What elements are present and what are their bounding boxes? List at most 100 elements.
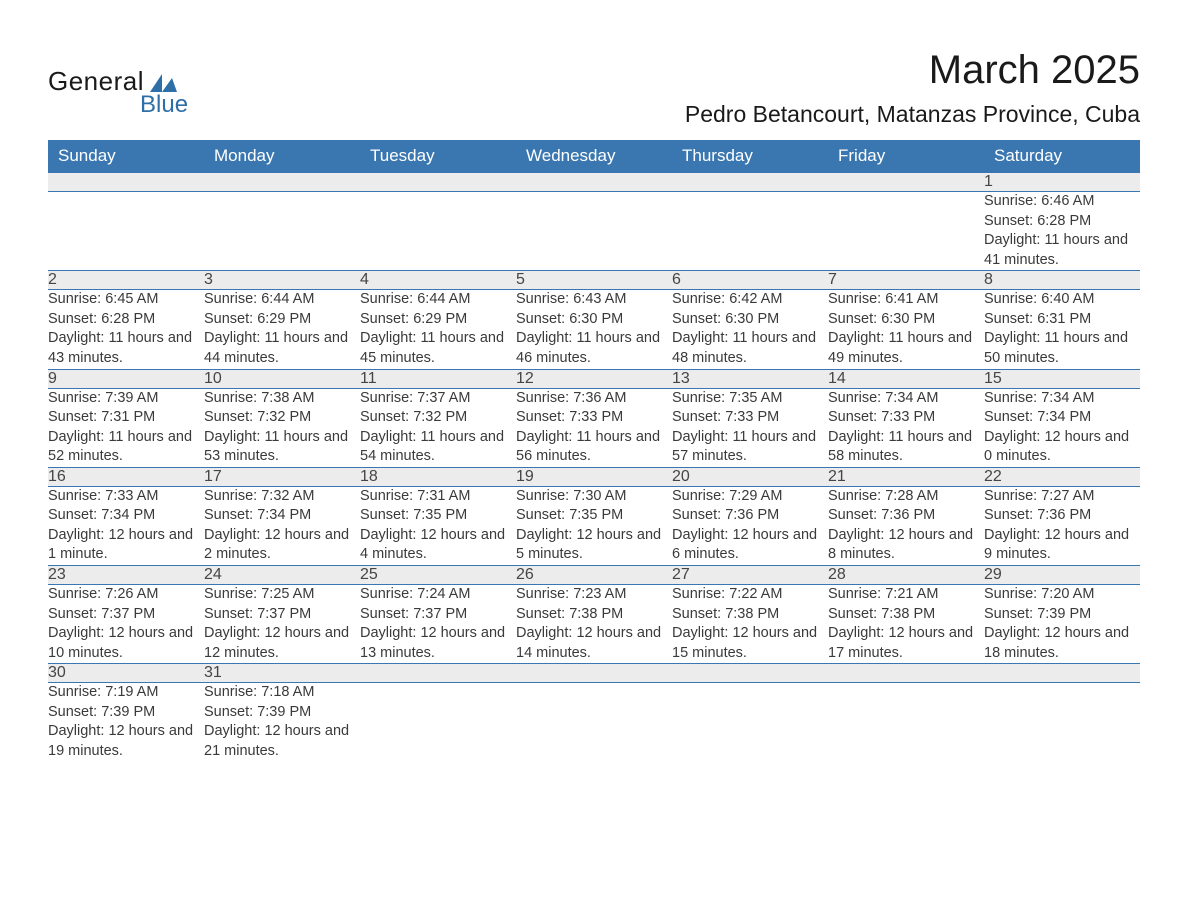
sunrise-line: Sunrise: 7:21 AM bbox=[828, 585, 984, 605]
sunrise-line: Sunrise: 7:33 AM bbox=[48, 487, 204, 507]
sunset-line: Sunset: 6:28 PM bbox=[984, 212, 1140, 232]
weekday-header: Tuesday bbox=[360, 140, 516, 173]
sunrise-line: Sunrise: 6:44 AM bbox=[360, 290, 516, 310]
sunrise-line: Sunrise: 7:26 AM bbox=[48, 585, 204, 605]
day-detail-cell: Sunrise: 7:20 AMSunset: 7:39 PMDaylight:… bbox=[984, 585, 1140, 664]
day-number-cell: 2 bbox=[48, 271, 204, 290]
logo-triangle-icon bbox=[150, 74, 162, 92]
day-number-cell bbox=[204, 173, 360, 192]
sunset-line: Sunset: 6:30 PM bbox=[672, 310, 828, 330]
sunset-line: Sunset: 7:38 PM bbox=[828, 605, 984, 625]
day-number-cell: 26 bbox=[516, 566, 672, 585]
sunset-line: Sunset: 7:31 PM bbox=[48, 408, 204, 428]
day-number-cell: 3 bbox=[204, 271, 360, 290]
day-number-row: 16171819202122 bbox=[48, 467, 1140, 486]
day-detail-cell: Sunrise: 7:18 AMSunset: 7:39 PMDaylight:… bbox=[204, 683, 360, 762]
daylight-line: Daylight: 12 hours and 14 minutes. bbox=[516, 624, 672, 663]
day-detail-cell bbox=[828, 683, 984, 762]
logo-text-sub: Blue bbox=[140, 91, 188, 119]
day-detail-cell: Sunrise: 7:30 AMSunset: 7:35 PMDaylight:… bbox=[516, 486, 672, 565]
sunset-line: Sunset: 6:30 PM bbox=[828, 310, 984, 330]
sunrise-line: Sunrise: 6:43 AM bbox=[516, 290, 672, 310]
sunrise-line: Sunrise: 7:36 AM bbox=[516, 389, 672, 409]
weekday-header: Friday bbox=[828, 140, 984, 173]
daylight-line: Daylight: 11 hours and 48 minutes. bbox=[672, 329, 828, 368]
day-number-row: 9101112131415 bbox=[48, 369, 1140, 388]
day-detail-cell: Sunrise: 6:40 AMSunset: 6:31 PMDaylight:… bbox=[984, 290, 1140, 369]
sunset-line: Sunset: 6:30 PM bbox=[516, 310, 672, 330]
day-detail-row: Sunrise: 7:39 AMSunset: 7:31 PMDaylight:… bbox=[48, 388, 1140, 467]
day-number-cell: 20 bbox=[672, 467, 828, 486]
day-detail-cell: Sunrise: 6:45 AMSunset: 6:28 PMDaylight:… bbox=[48, 290, 204, 369]
day-number-cell bbox=[516, 664, 672, 683]
day-number-cell bbox=[516, 173, 672, 192]
daylight-line: Daylight: 12 hours and 0 minutes. bbox=[984, 428, 1140, 467]
day-number-cell: 23 bbox=[48, 566, 204, 585]
sunrise-line: Sunrise: 7:29 AM bbox=[672, 487, 828, 507]
day-detail-cell: Sunrise: 7:39 AMSunset: 7:31 PMDaylight:… bbox=[48, 388, 204, 467]
day-detail-cell: Sunrise: 7:38 AMSunset: 7:32 PMDaylight:… bbox=[204, 388, 360, 467]
weekday-header: Saturday bbox=[984, 140, 1140, 173]
day-detail-cell bbox=[828, 192, 984, 271]
sunset-line: Sunset: 7:38 PM bbox=[672, 605, 828, 625]
day-detail-row: Sunrise: 7:26 AMSunset: 7:37 PM Daylight:… bbox=[48, 585, 1140, 664]
sunrise-line: Sunrise: 7:20 AM bbox=[984, 585, 1140, 605]
day-detail-cell: Sunrise: 7:32 AMSunset: 7:34 PMDaylight:… bbox=[204, 486, 360, 565]
sunset-line: Sunset: 7:39 PM bbox=[48, 703, 204, 723]
day-detail-cell: Sunrise: 7:36 AMSunset: 7:33 PMDaylight:… bbox=[516, 388, 672, 467]
day-number-cell: 4 bbox=[360, 271, 516, 290]
sunset-line: Sunset: 7:34 PM bbox=[48, 506, 204, 526]
sunrise-line: Sunrise: 7:38 AM bbox=[204, 389, 360, 409]
sunset-line: Sunset: 7:36 PM bbox=[828, 506, 984, 526]
sunset-line: Sunset: 7:39 PM bbox=[984, 605, 1140, 625]
daylight-line: Daylight: 12 hours and 5 minutes. bbox=[516, 526, 672, 565]
day-number-cell: 10 bbox=[204, 369, 360, 388]
day-detail-cell: Sunrise: 7:37 AMSunset: 7:32 PMDaylight:… bbox=[360, 388, 516, 467]
day-number-cell: 11 bbox=[360, 369, 516, 388]
sunrise-line: Sunrise: 7:25 AM bbox=[204, 585, 360, 605]
sunrise-line: Sunrise: 6:41 AM bbox=[828, 290, 984, 310]
day-number-cell: 29 bbox=[984, 566, 1140, 585]
sunrise-line: Sunrise: 7:18 AM bbox=[204, 683, 360, 703]
sunset-line: Sunset: 7:37 PM bbox=[204, 605, 360, 625]
daylight-line: Daylight: 12 hours and 15 minutes. bbox=[672, 624, 828, 663]
day-number-cell: 1 bbox=[984, 173, 1140, 192]
day-detail-cell: Sunrise: 7:22 AMSunset: 7:38 PMDaylight:… bbox=[672, 585, 828, 664]
daylight-line: Daylight: 11 hours and 43 minutes. bbox=[48, 329, 204, 368]
sunset-line: Sunset: 7:32 PM bbox=[204, 408, 360, 428]
sunset-line: Sunset: 7:34 PM bbox=[984, 408, 1140, 428]
day-number-cell: 24 bbox=[204, 566, 360, 585]
day-number-cell bbox=[828, 173, 984, 192]
day-number-row: 2345678 bbox=[48, 271, 1140, 290]
day-number-cell: 18 bbox=[360, 467, 516, 486]
title-block: March 2025 Pedro Betancourt, Matanzas Pr… bbox=[685, 48, 1140, 128]
daylight-line: Daylight: 11 hours and 49 minutes. bbox=[828, 329, 984, 368]
logo: General Blue bbox=[48, 48, 188, 119]
sunrise-line: Sunrise: 6:40 AM bbox=[984, 290, 1140, 310]
daylight-line: Daylight: 11 hours and 53 minutes. bbox=[204, 428, 360, 467]
day-detail-cell: Sunrise: 7:25 AMSunset: 7:37 PMDaylight:… bbox=[204, 585, 360, 664]
sunset-line: Sunset: 7:35 PM bbox=[516, 506, 672, 526]
day-detail-cell: Sunrise: 7:29 AMSunset: 7:36 PMDaylight:… bbox=[672, 486, 828, 565]
day-detail-cell: Sunrise: 6:42 AMSunset: 6:30 PMDaylight:… bbox=[672, 290, 828, 369]
weekday-header: Sunday bbox=[48, 140, 204, 173]
sunrise-line: Sunrise: 7:37 AM bbox=[360, 389, 516, 409]
sunset-line: Sunset: 7:37 PM bbox=[48, 605, 204, 625]
daylight-line: Daylight: 12 hours and 18 minutes. bbox=[984, 624, 1140, 663]
day-detail-cell: Sunrise: 6:41 AMSunset: 6:30 PMDaylight:… bbox=[828, 290, 984, 369]
weekday-header: Monday bbox=[204, 140, 360, 173]
sunset-line: Sunset: 7:35 PM bbox=[360, 506, 516, 526]
day-detail-cell: Sunrise: 7:34 AMSunset: 7:33 PMDaylight:… bbox=[828, 388, 984, 467]
sunrise-line: Sunrise: 7:31 AM bbox=[360, 487, 516, 507]
day-detail-cell bbox=[360, 683, 516, 762]
daylight-line: Daylight: 12 hours and 17 minutes. bbox=[828, 624, 984, 663]
daylight-line: Daylight: 12 hours and 2 minutes. bbox=[204, 526, 360, 565]
sunrise-line: Sunrise: 6:42 AM bbox=[672, 290, 828, 310]
day-number-cell bbox=[828, 664, 984, 683]
daylight-line: Daylight: 12 hours and 21 minutes. bbox=[204, 722, 360, 761]
day-number-cell: 27 bbox=[672, 566, 828, 585]
month-title: March 2025 bbox=[685, 48, 1140, 93]
day-number-cell bbox=[672, 173, 828, 192]
day-number-cell: 6 bbox=[672, 271, 828, 290]
day-detail-cell bbox=[984, 683, 1140, 762]
